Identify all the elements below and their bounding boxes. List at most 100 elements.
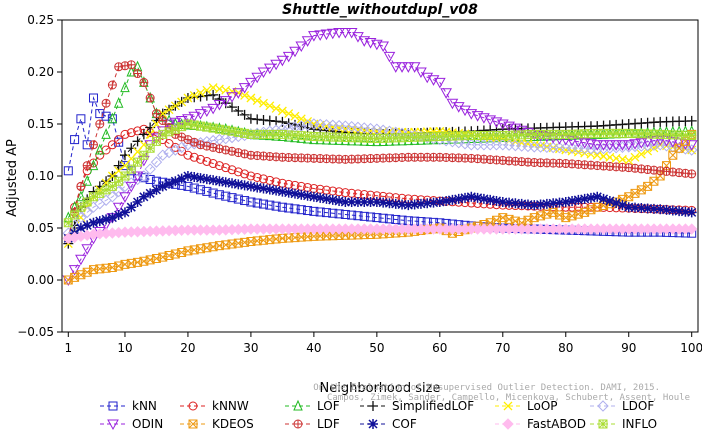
data-point-odin [119,192,131,203]
data-point-cof [189,172,200,183]
data-point-knn [384,214,394,224]
data-point-cof [541,198,552,209]
legend-swatch-marker [107,419,119,431]
data-point-kdeos [542,209,552,219]
data-point-odin [125,181,138,193]
data-point-odin [282,51,295,63]
legend-item-loop: LoOP [495,399,558,413]
data-point-cof [119,207,130,218]
data-point-cof [227,178,238,189]
data-point-odin [389,62,402,73]
plot-frame [61,19,699,333]
legend-swatch-marker [368,401,378,411]
data-point-cof [491,195,502,206]
data-point-knnw [133,126,143,136]
legend-item-ldf: LDF [285,417,340,431]
data-point-cof [611,198,622,209]
data-point-knn [259,199,269,209]
data-point-odin [68,265,81,276]
data-point-cof [579,193,590,204]
data-point-odin [182,114,194,125]
data-point-odin [610,140,622,151]
data-point-knn [303,206,313,216]
data-point-cof [397,199,408,210]
data-point-loop [177,97,187,107]
data-point-odin [402,62,415,73]
data-point-odin [459,105,471,117]
data-point-odin [289,46,301,58]
data-point-cof [113,210,124,220]
data-point-cof [321,193,332,204]
data-point-ldof [641,139,654,152]
data-point-cof [126,202,137,213]
data-point-knn [284,203,294,213]
y-tick-label: −0.05 [17,325,54,339]
data-point-lof [120,81,130,93]
data-point-ldf [107,80,117,90]
data-point-cof [630,202,641,213]
y-tick-label: 0.20 [27,65,54,79]
data-point-ldf [95,119,105,129]
data-point-fastabod [685,223,698,235]
data-point-knn [372,213,382,223]
x-tick-label: 10 [117,341,132,355]
data-point-inflo [158,129,168,139]
data-point-cof [560,197,571,207]
data-point-knn [271,201,281,211]
data-point-knn [114,137,124,147]
data-point-ldf [82,161,92,171]
data-point-knn [334,209,344,219]
data-point-ldf [76,181,86,191]
data-point-simplifiedlof [101,176,112,187]
data-point-lof [101,128,111,139]
data-point-odin [112,202,125,214]
data-point-cof [548,198,559,209]
data-point-knn [353,211,363,221]
data-point-knnw [340,188,350,198]
data-point-ldof [591,143,603,155]
x-tick-label: 1 [64,341,72,355]
data-point-cof [598,193,609,204]
data-point-cof [497,197,508,207]
data-point-cof [504,197,515,208]
legend-swatch-marker [502,418,514,430]
data-point-loop [240,90,250,100]
data-point-loop [630,152,640,162]
data-point-cof [661,204,672,215]
data-point-odin [257,67,270,79]
data-point-knnw [246,171,256,181]
series-fastabod [62,223,698,245]
data-point-kdeos [554,210,564,220]
legend-swatch-marker [503,401,513,411]
data-point-odin [616,140,629,151]
data-point-cof [138,191,149,202]
legend-item-knn: kNN [100,399,157,413]
data-point-cof [573,194,584,205]
data-point-cof [308,191,319,202]
data-point-cof [516,198,527,209]
legend-item-ldof: LDOF [590,399,654,413]
data-point-odin [75,254,87,266]
data-point-cof [592,191,603,202]
legend: kNN kNNW LOF SimplifiedLOF LoOP LDOF ODIN KDEOS… [100,399,657,431]
data-point-loop [624,155,634,165]
data-point-knn [189,183,199,193]
x-tick-label: 70 [495,341,510,355]
watermark-line-2: On the Evaluation of Unsupervised Outlie… [313,383,660,393]
data-point-knn [240,196,250,206]
data-point-inflo [164,127,174,137]
y-tick-label: 0.15 [27,117,54,131]
legend-item-lof: LOF [285,399,340,413]
legend-swatch-marker [188,401,198,411]
data-point-knnw [114,135,124,145]
legend-swatch-marker [108,401,118,411]
series-inflo [63,119,697,228]
data-point-cof [88,217,99,228]
data-point-knnw [202,156,212,166]
legend-swatch-marker [188,419,198,429]
data-point-ldof [150,156,163,168]
data-point-cof [164,178,175,189]
data-point-cof [220,177,231,188]
data-point-odin [308,31,320,42]
data-point-cof [208,175,219,186]
